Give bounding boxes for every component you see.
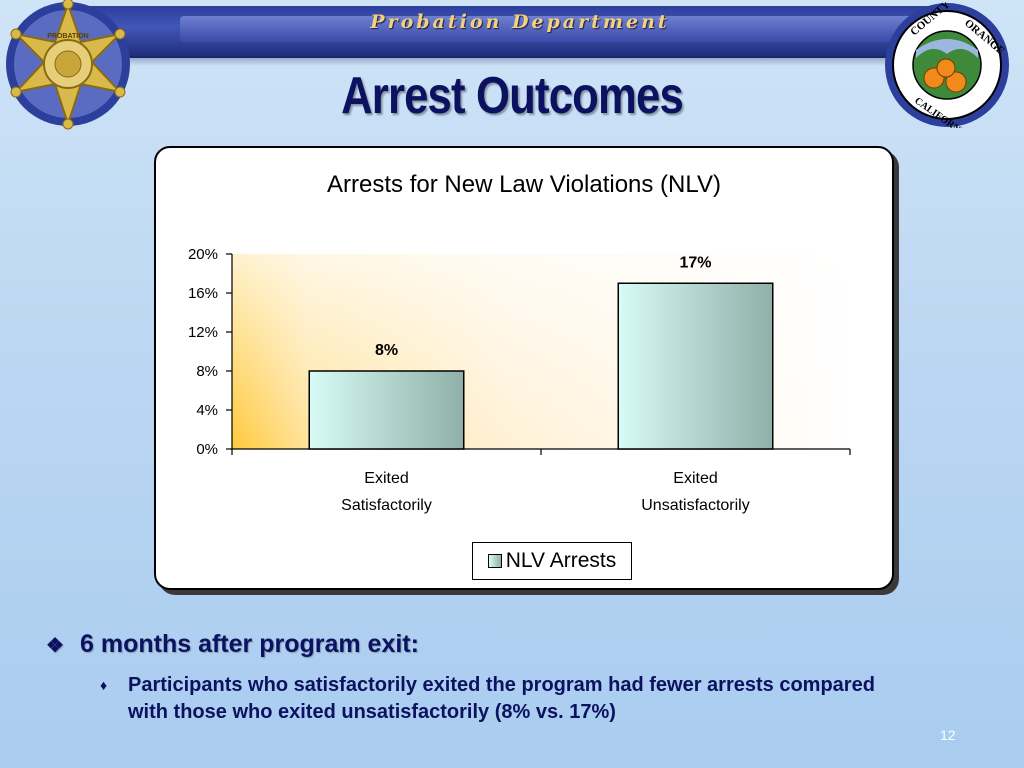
bullet-sub-text: Participants who satisfactorily exited t… xyxy=(128,674,875,723)
header-band xyxy=(60,6,970,58)
y-tick-label: 4% xyxy=(196,402,218,419)
svg-text:PROBATION: PROBATION xyxy=(47,33,88,40)
data-label: 8% xyxy=(375,342,398,359)
y-tick-label: 16% xyxy=(188,285,218,302)
x-tick-label: Exited xyxy=(673,470,717,487)
bullet-sub-marker: ♦ xyxy=(100,677,108,693)
x-tick-label: Unsatisfactorily xyxy=(641,497,749,514)
bar xyxy=(308,370,465,450)
bullet-main-text: 6 months after program exit: xyxy=(80,630,419,658)
chart-panel: Arrests for New Law Violations (NLV) 0% 4… xyxy=(154,146,894,590)
header-band-inner xyxy=(180,16,970,42)
slide-title: Arrest Outcomes xyxy=(341,67,684,125)
county-seal-icon: COUNTY ORANGE CALIFORNIA xyxy=(885,2,1009,128)
page-number: 12 xyxy=(940,727,956,743)
chart-legend: NLV Arrests xyxy=(472,542,632,580)
probation-badge-icon: PROBATION xyxy=(6,0,130,130)
data-label: 17% xyxy=(679,254,711,271)
legend-swatch xyxy=(487,554,502,568)
bar-chart: Arrests for New Law Violations (NLV) 0% 4… xyxy=(188,171,851,514)
header-band-shadow xyxy=(70,56,950,66)
chart-title: Arrests for New Law Violations (NLV) xyxy=(327,171,721,198)
bullet-main: ❖ 6 months after program exit: xyxy=(46,630,419,659)
y-tick-label: 8% xyxy=(196,363,218,380)
x-tick-label: Satisfactorily xyxy=(341,497,432,514)
department-title: Probation Department xyxy=(370,11,670,33)
y-tick-label: 20% xyxy=(188,246,218,263)
y-tick-label: 0% xyxy=(196,441,218,458)
y-tick-label: 12% xyxy=(188,324,218,341)
bullet-main-marker: ❖ xyxy=(46,635,64,657)
legend-label: NLV Arrests xyxy=(505,549,617,572)
bullet-sub: ♦ Participants who satisfactorily exited… xyxy=(100,672,920,726)
x-tick-label: Exited xyxy=(364,470,408,487)
bar xyxy=(617,282,774,450)
